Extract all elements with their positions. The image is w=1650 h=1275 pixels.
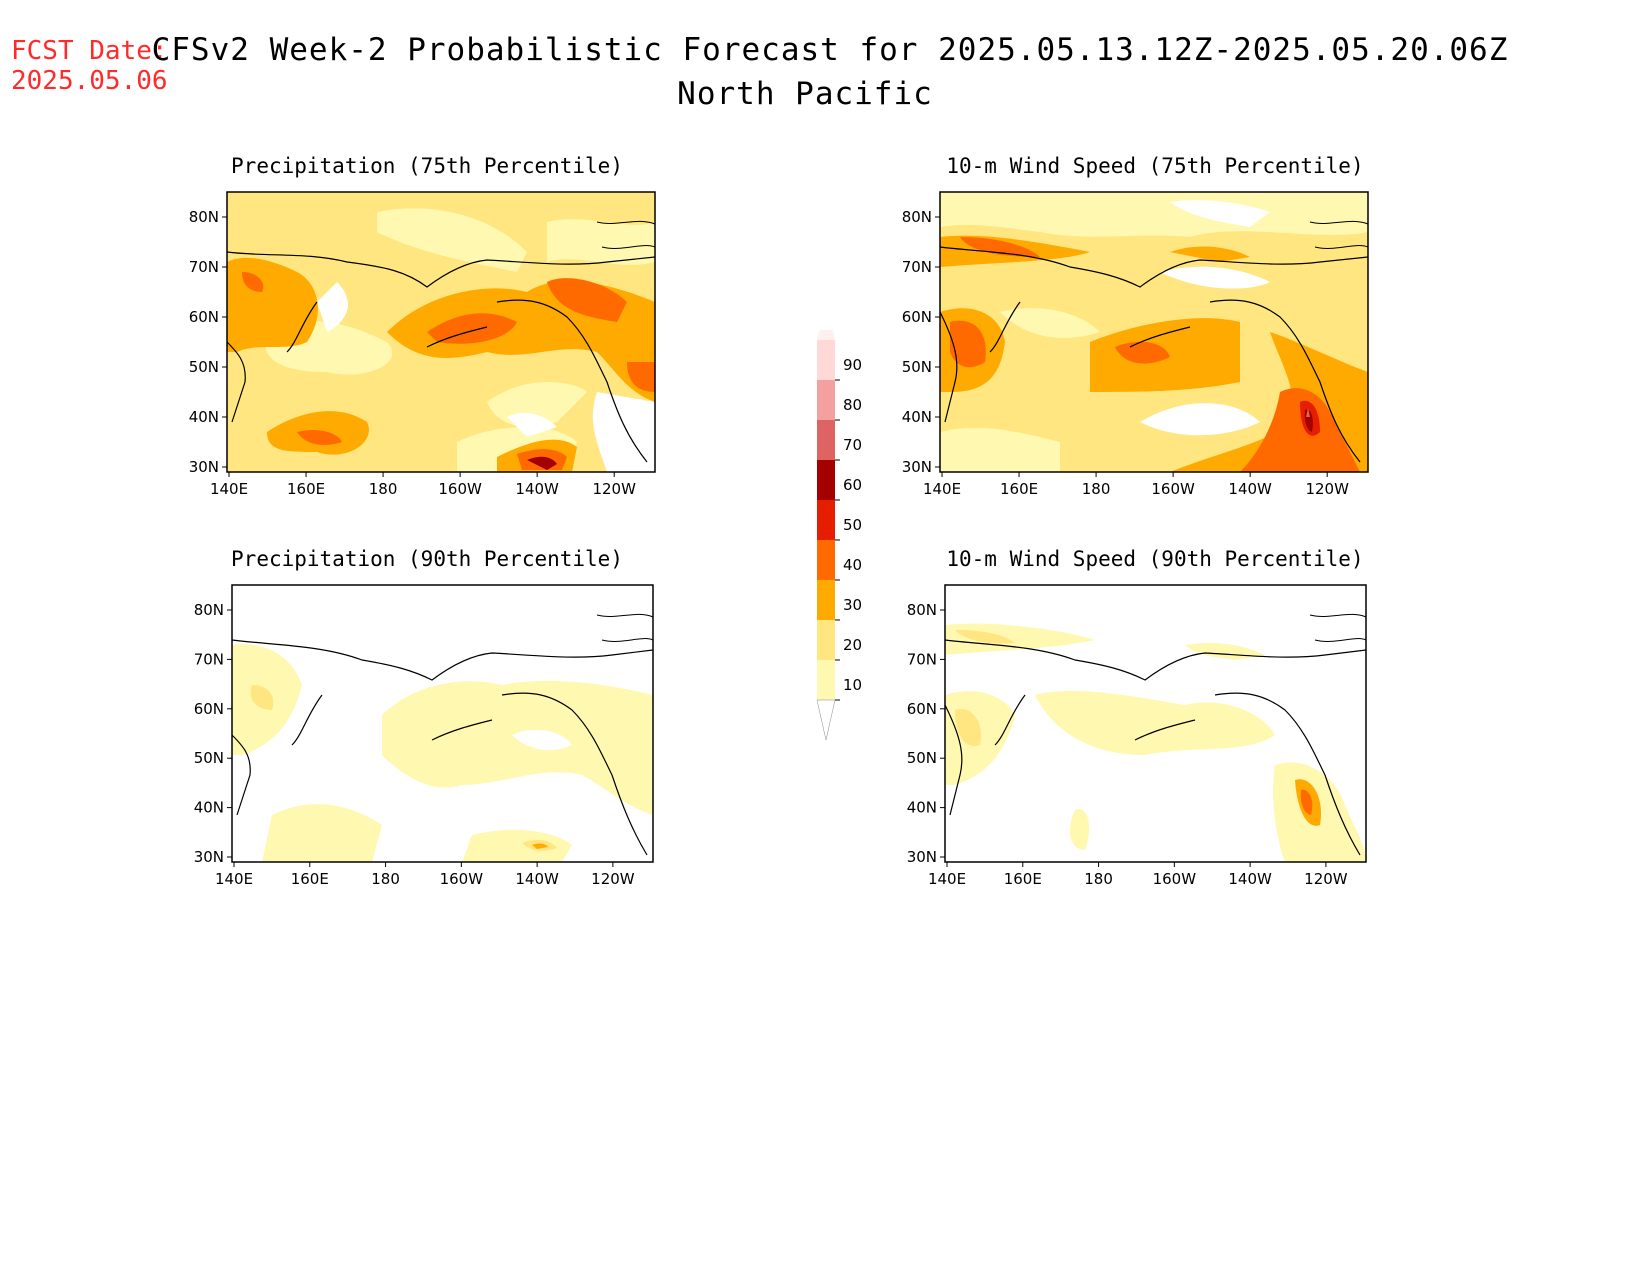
colorbar-label: 20 xyxy=(843,636,862,654)
colorbar-label: 30 xyxy=(843,596,862,614)
lat-tick-label: 40N xyxy=(907,799,937,817)
panel-title: Precipitation (90th Percentile) xyxy=(231,547,623,571)
lon-tick-label: 120W xyxy=(1305,480,1349,498)
panel-title: 10-m Wind Speed (90th Percentile) xyxy=(946,547,1363,571)
lon-tick-label: 140W xyxy=(515,870,559,888)
lon-tick-label: 160W xyxy=(440,870,484,888)
map-wind-90: 10-m Wind Speed (90th Percentile) 140E 16… xyxy=(907,547,1367,888)
colorbar-bottom-cap xyxy=(816,699,836,741)
lon-tick-label: 180 xyxy=(1084,870,1113,888)
lat-tick-label: 40N xyxy=(189,408,219,426)
lat-tick-label: 80N xyxy=(189,208,219,226)
colorbar-label: 90 xyxy=(843,356,862,374)
colorbar-top-cap xyxy=(817,300,835,340)
lat-tick-label: 40N xyxy=(194,799,224,817)
lat-tick-label: 30N xyxy=(189,458,219,476)
lon-tick-label: 160E xyxy=(1004,870,1042,888)
lon-tick-label: 140W xyxy=(515,480,559,498)
region-subtitle: North Pacific xyxy=(677,76,933,112)
lat-tick-label: 70N xyxy=(189,258,219,276)
lat-tick-label: 30N xyxy=(194,848,224,866)
lon-tick-label: 180 xyxy=(371,870,400,888)
lat-tick-label: 60N xyxy=(907,700,937,718)
lat-tick-label: 80N xyxy=(907,601,937,619)
lon-tick-label: 160W xyxy=(1153,870,1197,888)
lon-tick-label: 140E xyxy=(923,480,961,498)
lat-tick-label: 30N xyxy=(907,848,937,866)
lat-tick-label: 70N xyxy=(194,650,224,668)
forecast-date-label: FCST Date: xyxy=(11,36,168,66)
lon-tick-label: 120W xyxy=(1304,870,1348,888)
colorbar-swatch xyxy=(817,500,835,540)
lat-tick-label: 60N xyxy=(189,308,219,326)
lat-tick-label: 50N xyxy=(907,749,937,767)
lat-tick-label: 60N xyxy=(902,308,932,326)
lat-tick-label: 40N xyxy=(902,408,932,426)
lat-tick-label: 80N xyxy=(194,601,224,619)
panel-title: Precipitation (75th Percentile) xyxy=(231,154,623,178)
lon-tick-label: 140W xyxy=(1228,870,1272,888)
colorbar: 10 20 30 40 50 60 70 80 90 xyxy=(805,300,865,754)
lat-tick-label: 30N xyxy=(902,458,932,476)
colorbar-svg: 10 20 30 40 50 60 70 80 90 xyxy=(816,300,862,741)
colorbar-label: 60 xyxy=(843,476,862,494)
lon-tick-label: 160E xyxy=(291,870,329,888)
forecast-date-value: 2025.05.06 xyxy=(11,66,168,96)
lon-tick-label: 160E xyxy=(1000,480,1038,498)
colorbar-label: 80 xyxy=(843,396,862,414)
colorbar-swatch xyxy=(817,420,835,460)
colorbar-swatch xyxy=(817,660,835,700)
colorbar-swatch xyxy=(817,340,835,380)
colorbar-label: 50 xyxy=(843,516,862,534)
colorbar-swatch xyxy=(817,380,835,420)
lon-tick-label: 180 xyxy=(1082,480,1111,498)
lon-tick-label: 140E xyxy=(928,870,966,888)
lon-tick-label: 180 xyxy=(369,480,398,498)
lat-tick-label: 70N xyxy=(907,650,937,668)
map-wind-75: 10-m Wind Speed (75th Percentile) xyxy=(902,154,1369,498)
lat-tick-label: 50N xyxy=(194,749,224,767)
colorbar-label: 40 xyxy=(843,556,862,574)
colorbar-label: 10 xyxy=(843,676,862,694)
lat-tick-label: 80N xyxy=(902,208,932,226)
lon-tick-label: 140W xyxy=(1228,480,1272,498)
lon-tick-label: 160W xyxy=(438,480,482,498)
lon-tick-label: 140E xyxy=(210,480,248,498)
lon-tick-label: 140E xyxy=(215,870,253,888)
colorbar-swatch xyxy=(817,460,835,500)
lat-tick-label: 50N xyxy=(902,358,932,376)
lat-tick-label: 70N xyxy=(902,258,932,276)
colorbar-swatch xyxy=(817,580,835,620)
lon-tick-label: 160E xyxy=(287,480,325,498)
lat-tick-label: 60N xyxy=(194,700,224,718)
main-title: CFSv2 Week-2 Probabilistic Forecast for … xyxy=(151,32,1509,68)
colorbar-swatch xyxy=(817,620,835,660)
lon-tick-label: 120W xyxy=(592,480,636,498)
map-precip-75: Precipitation (75th Percentile) xyxy=(189,154,656,498)
colorbar-label: 70 xyxy=(843,436,862,454)
forecast-date-block: FCST Date: 2025.05.06 xyxy=(11,36,168,96)
map-precip-90: Precipitation (90th Percentile) 140E 160E… xyxy=(194,547,654,888)
panel-title: 10-m Wind Speed (75th Percentile) xyxy=(946,154,1363,178)
colorbar-swatch xyxy=(817,540,835,580)
lon-tick-label: 120W xyxy=(591,870,635,888)
lon-tick-label: 160W xyxy=(1151,480,1195,498)
lat-tick-label: 50N xyxy=(189,358,219,376)
